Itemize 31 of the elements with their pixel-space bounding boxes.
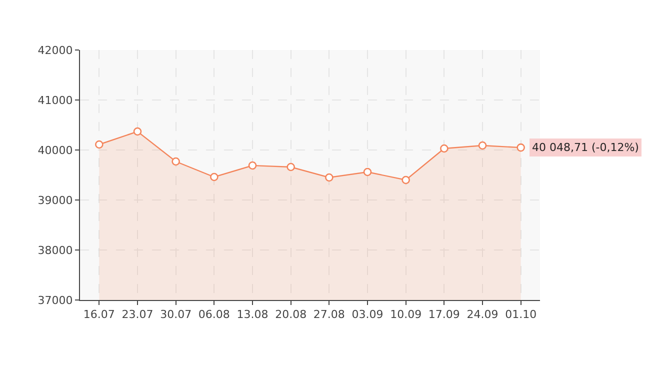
x-tick-label: 16.07 <box>83 308 115 322</box>
y-tick-label: 40000 <box>38 144 73 157</box>
point <box>210 172 218 182</box>
annotation: 40 048,71 (-0,12%) <box>532 141 639 154</box>
point <box>95 140 104 149</box>
point <box>478 141 487 150</box>
y-tick-label: 38000 <box>38 244 73 257</box>
y-tick-label: 41000 <box>38 94 73 107</box>
point <box>133 127 142 136</box>
x-tick-label: 23.07 <box>122 308 154 322</box>
x-tick-label: 30.07 <box>160 308 192 322</box>
y-tick-label: 39000 <box>38 194 73 207</box>
point <box>286 162 295 172</box>
y-tick-label: 42000 <box>38 44 73 57</box>
point <box>363 168 372 176</box>
x-tick-label: 10.09 <box>390 308 422 322</box>
x-tick-label: 20.08 <box>275 308 307 322</box>
point <box>248 161 257 170</box>
x-tick-label: 06.08 <box>198 308 230 322</box>
point <box>325 173 334 182</box>
x-tick-label: 13.08 <box>236 308 268 322</box>
point <box>172 157 180 166</box>
point <box>402 176 410 184</box>
x-tick-label: 27.08 <box>313 308 345 322</box>
x-tick-label: 17.09 <box>428 308 460 322</box>
x-tick-label: 24.09 <box>466 308 498 322</box>
y-tick-label: 37000 <box>38 294 73 307</box>
point <box>516 143 525 152</box>
x-tick-label: 03.09 <box>352 308 384 322</box>
x-tick-label: 01.10 <box>505 308 537 322</box>
point <box>440 144 448 153</box>
